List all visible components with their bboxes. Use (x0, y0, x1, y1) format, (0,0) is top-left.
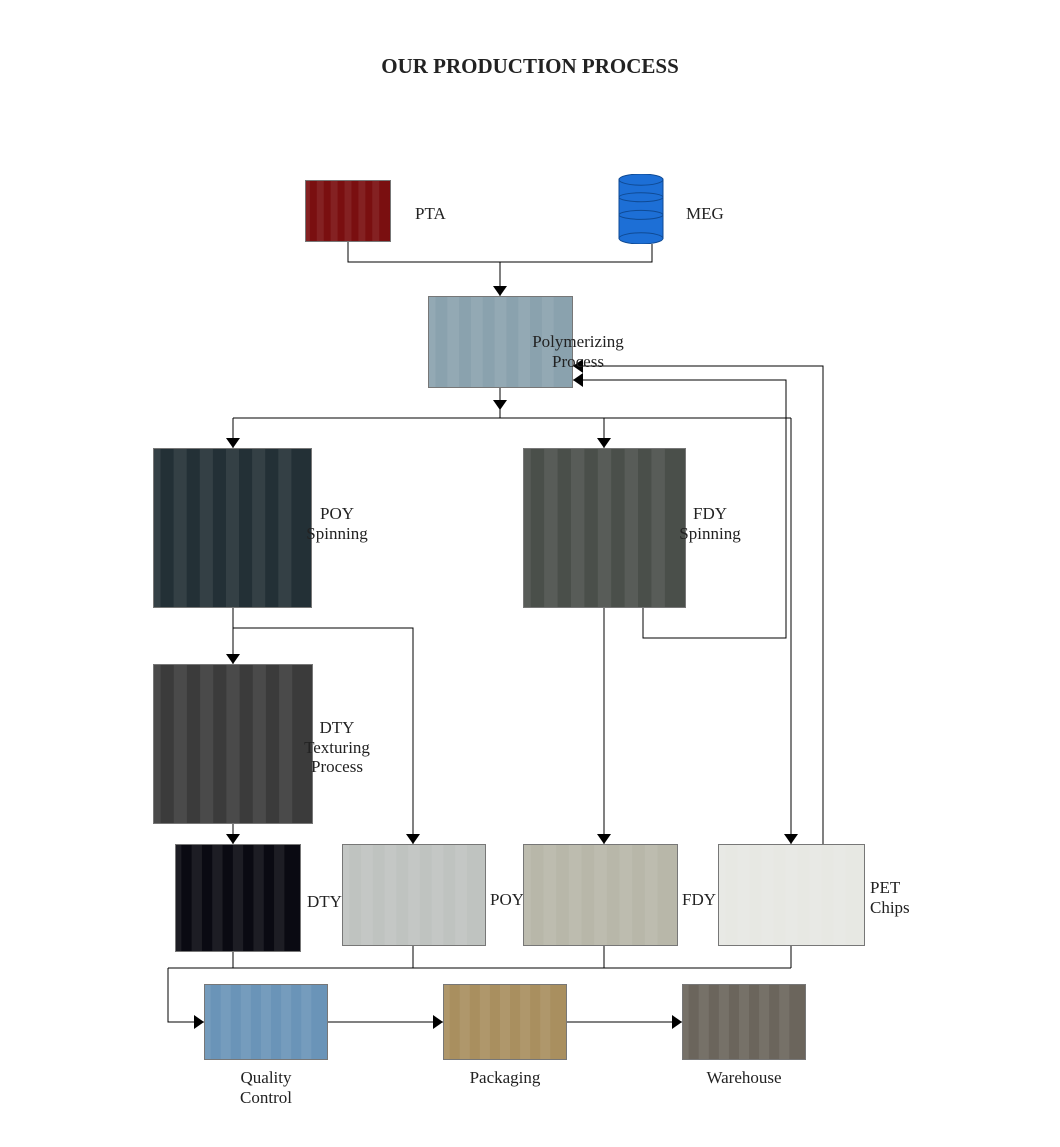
edge-collect-to-qc (168, 968, 204, 1022)
label-qc: QualityControl (206, 1068, 326, 1107)
label-dty: DTY (307, 892, 342, 912)
label-pet: PETChips (870, 878, 910, 917)
node-wh (682, 984, 806, 1060)
label-pack: Packaging (445, 1068, 565, 1088)
node-pet (718, 844, 865, 946)
label-wh: Warehouse (684, 1068, 804, 1088)
label-fdy: FDY (682, 890, 716, 910)
node-qc (204, 984, 328, 1060)
edge-pta-meg-join (348, 242, 652, 262)
label-pta: PTA (415, 204, 446, 224)
page-title: OUR PRODUCTION PROCESS (0, 54, 1060, 79)
node-meg (618, 174, 664, 244)
node-pta (305, 180, 391, 242)
node-poy (342, 844, 486, 946)
node-dty (175, 844, 301, 952)
node-fdy (523, 844, 678, 946)
flowchart-canvas: OUR PRODUCTION PROCESS PTA MEG Polymerizin… (0, 0, 1060, 1147)
label-dty_proc: DTYTexturingProcess (277, 718, 397, 777)
label-meg: MEG (686, 204, 724, 224)
node-pack (443, 984, 567, 1060)
label-poy_spin: POYSpinning (277, 504, 397, 543)
label-poy: POY (490, 890, 524, 910)
label-fdy_spin: FDYSpinning (650, 504, 770, 543)
label-poly: PolymerizingProcess (518, 332, 638, 371)
